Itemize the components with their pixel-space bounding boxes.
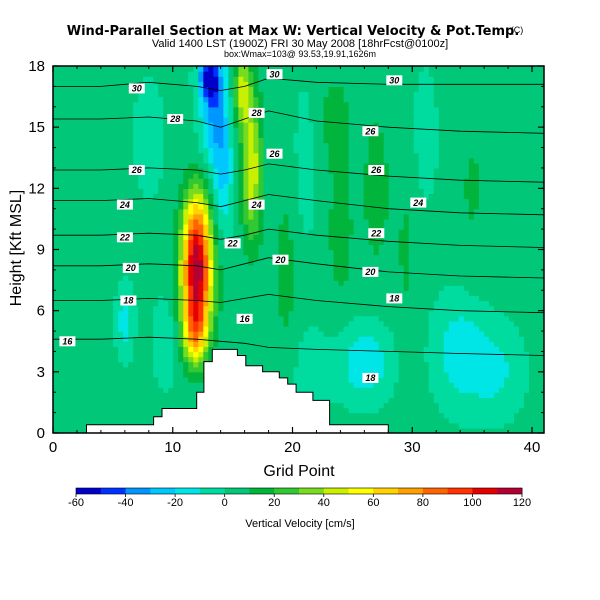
colorbar-tick: -20	[167, 494, 183, 509]
colorbar-tick: 80	[417, 494, 429, 509]
colorbar-swatch	[422, 488, 449, 494]
contour-label: 20	[272, 254, 289, 265]
colorbar: -60 -40 -20 0 20 40 60 80 100 120	[68, 487, 531, 509]
y-tick: 0	[37, 425, 544, 442]
contour-label: 24	[116, 199, 133, 210]
contour-label: 26	[368, 165, 385, 175]
chart-subtitle: Valid 1400 LST (1900Z) FRI 30 May 2008 […	[152, 38, 448, 50]
y-axis: 0 3 6 9 12 15 18	[28, 58, 544, 442]
colorbar-swatch	[348, 488, 374, 494]
contour-label: 22	[224, 238, 241, 249]
theta-contour-16	[53, 336, 544, 356]
x-tick: 20	[284, 66, 301, 456]
y-tick: 3	[37, 364, 544, 381]
y-tick: 9	[37, 242, 544, 259]
colorbar-swatch	[373, 488, 399, 494]
colorbar-swatch	[175, 488, 201, 494]
colorbar-swatch	[447, 488, 473, 494]
contour-label: 18	[120, 295, 137, 306]
contour-label: 28	[167, 114, 184, 124]
colorbar-tick: 40	[318, 494, 330, 509]
contour-label: 20	[122, 262, 139, 273]
x-tick: 30	[404, 66, 421, 456]
contour-label: 22	[368, 228, 385, 238]
x-axis-label: Grid Point	[263, 463, 335, 480]
colorbar-swatch	[299, 488, 325, 494]
contour-label: 20	[362, 266, 379, 277]
colorbar-swatch	[497, 488, 523, 494]
terrain	[53, 348, 544, 433]
colorbar-tick: 100	[463, 494, 482, 509]
theta-contour-24	[53, 194, 544, 216]
colorbar-swatch	[100, 488, 126, 494]
colorbar-tick: 20	[268, 494, 280, 509]
colorbar-tick: -60	[68, 494, 84, 509]
contour-label: 30	[266, 69, 283, 79]
contour-label: 26	[128, 165, 145, 175]
colorbar-swatch	[323, 488, 349, 494]
x-tick: 40	[524, 66, 540, 456]
y-tick: 12	[28, 180, 544, 197]
contour-label: 24	[248, 199, 265, 210]
chart-title: Wind-Parallel Section at Max W: Vertical…	[67, 24, 520, 39]
contour-label: 24	[410, 197, 427, 208]
colorbar-swatch	[249, 488, 275, 494]
contour-label: 22	[116, 232, 133, 243]
colorbar-swatch	[150, 488, 176, 494]
colorbar-tick: 0	[222, 494, 228, 509]
colorbar-swatch	[224, 488, 250, 494]
y-tick: 15	[28, 119, 544, 136]
y-tick: 6	[37, 303, 544, 320]
chart-title-tag: (C)	[511, 25, 524, 35]
x-axis: 0 10 20 30 40	[49, 66, 540, 456]
contour-label: 18	[362, 372, 379, 383]
contour-label: 28	[248, 107, 265, 118]
contour-label: 18	[386, 293, 403, 304]
x-tick: 10	[164, 66, 181, 456]
colorbar-tick: 120	[513, 494, 531, 509]
y-tick: 18	[28, 58, 544, 75]
colorbar-tick: 60	[367, 494, 379, 509]
colorbar-swatch	[274, 488, 300, 494]
y-axis-label: Height [Kft MSL]	[8, 190, 25, 307]
contour-label: 26	[266, 148, 283, 159]
colorbar-tick: -40	[118, 494, 134, 509]
contour-label: 16	[59, 336, 76, 346]
colorbar-label: Vertical Velocity [cm/s]	[245, 518, 354, 530]
contour-label: 26	[362, 126, 379, 136]
x-tick: 0	[49, 66, 57, 456]
contour-label: 16	[236, 313, 253, 324]
colorbar-swatch	[76, 488, 102, 494]
contour-label: 30	[386, 75, 403, 86]
vertical-velocity-field	[53, 66, 544, 433]
colorbar-swatch	[472, 488, 498, 494]
colorbar-swatch	[199, 488, 226, 494]
contour-label: 30	[128, 83, 145, 94]
terrain-profile	[53, 348, 544, 433]
colorbar-swatch	[398, 488, 424, 494]
contour-labels: 16 18 20 22 24 26 28 30 16 20 22 24 26 28 30 18 18 20 22 24…	[59, 69, 427, 383]
colorbar-swatch	[125, 488, 151, 494]
chart-subtitle-2: box:Wmax=103@ 93.53,19.91,1626m	[224, 49, 376, 59]
theta-contour-28	[53, 110, 544, 134]
